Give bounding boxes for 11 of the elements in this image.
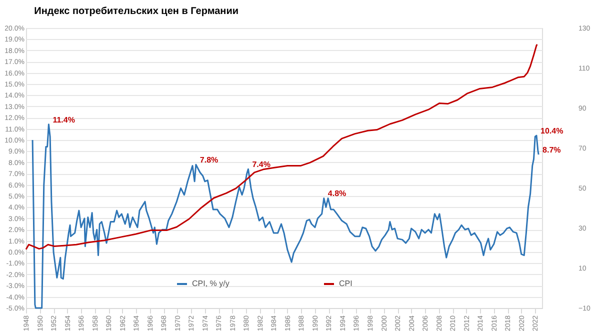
line-series <box>32 124 540 309</box>
legend-label: CPI, % y/y <box>192 279 230 288</box>
annotation: 10.4% <box>540 126 564 136</box>
annotation: 4.8% <box>328 189 346 198</box>
legend-label: CPI <box>339 279 352 288</box>
chart-title: Индекс потребительских цен в Германии <box>34 6 238 17</box>
line-series <box>25 44 538 250</box>
annotation: 11.4% <box>52 115 75 124</box>
annotation: 7.8% <box>200 156 218 165</box>
annotation: 7.4% <box>252 160 270 170</box>
annotation: 8.7% <box>542 146 561 155</box>
